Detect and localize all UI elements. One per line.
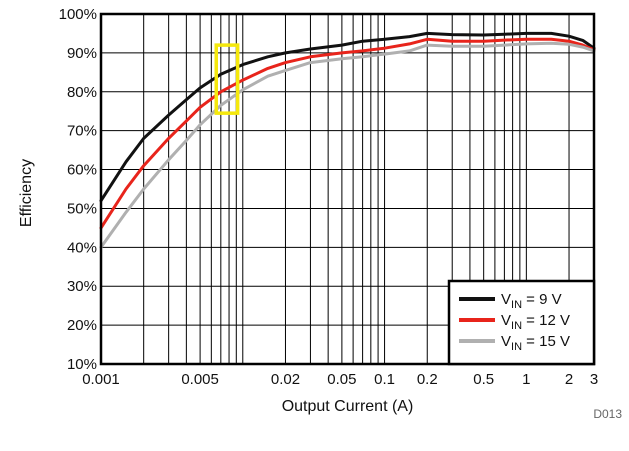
y-tick-label: 40% [67, 239, 97, 256]
y-tick-labels: 10% 20% 30% 40% 50% 60% 70% 80% 90% 100% [59, 6, 97, 373]
series-group [99, 31, 596, 249]
series-line-3 [99, 41, 596, 249]
y-tick-label: 30% [67, 278, 97, 295]
legend-label: VIN = 15 V [501, 333, 570, 353]
highlight-box [214, 43, 240, 115]
y-axis-title: Efficiency [18, 159, 35, 227]
figure-id-label: D013 [593, 407, 622, 421]
x-axis-title: Output Current (A) [282, 398, 414, 415]
y-tick-label: 10% [67, 356, 97, 373]
x-tick-label: 0.1 [374, 371, 395, 388]
x-tick-label: 0.05 [327, 371, 356, 388]
y-tick-label: 70% [67, 123, 97, 140]
series-line-2 [99, 37, 596, 230]
x-tick-label: 1 [522, 371, 530, 388]
plot-frame [99, 12, 596, 366]
legend-label: VIN = 9 V [501, 291, 562, 311]
x-tick-label: 0.2 [417, 371, 438, 388]
annotations [214, 43, 240, 115]
legend-box [447, 279, 596, 366]
x-tick-label: 0.001 [82, 371, 120, 388]
y-tick-label: 50% [67, 200, 97, 217]
y-tick-label: 90% [67, 45, 97, 62]
y-tick-label: 100% [59, 6, 97, 23]
y-tick-label: 80% [67, 84, 97, 101]
legend-label: VIN = 12 V [501, 312, 570, 332]
x-tick-label: 0.005 [181, 371, 219, 388]
x-tick-label: 2 [565, 371, 573, 388]
y-tick-label: 20% [67, 317, 97, 334]
x-tick-label: 0.5 [473, 371, 494, 388]
series-line-1 [99, 31, 596, 203]
x-tick-label: 0.02 [271, 371, 300, 388]
y-tick-label: 60% [67, 162, 97, 179]
x-tick-labels: 0.001 0.005 0.02 0.05 0.1 0.2 0.5 1 2 3 [82, 371, 598, 388]
x-tick-label: 3 [590, 371, 598, 388]
